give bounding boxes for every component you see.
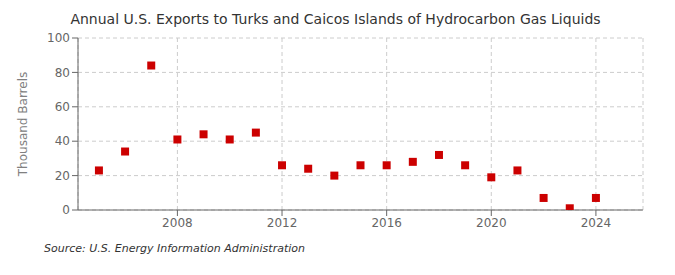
html-text:Annual U.S. Exports to Turks a: Annual U.S. Exports to Turks and Caicos … xyxy=(70,11,601,27)
svg-text:2008: 2008 xyxy=(162,216,193,230)
svg-text:80: 80 xyxy=(55,66,70,80)
svg-text:100: 100 xyxy=(47,31,70,45)
svg-text:20: 20 xyxy=(55,169,70,183)
svg-text:2016: 2016 xyxy=(371,216,402,230)
svg-text:Thousand Barrels: Thousand Barrels xyxy=(16,72,30,177)
svg-text:2012: 2012 xyxy=(267,216,298,230)
svg-text:2020: 2020 xyxy=(476,216,507,230)
svg-text:60: 60 xyxy=(55,100,70,114)
svg-text:40: 40 xyxy=(55,134,70,148)
html-text:Source: U.S. Energy Informatio: Source: U.S. Energy Information Administ… xyxy=(44,242,305,255)
svg-text:2024: 2024 xyxy=(581,216,612,230)
svg-text:0: 0 xyxy=(62,203,70,217)
